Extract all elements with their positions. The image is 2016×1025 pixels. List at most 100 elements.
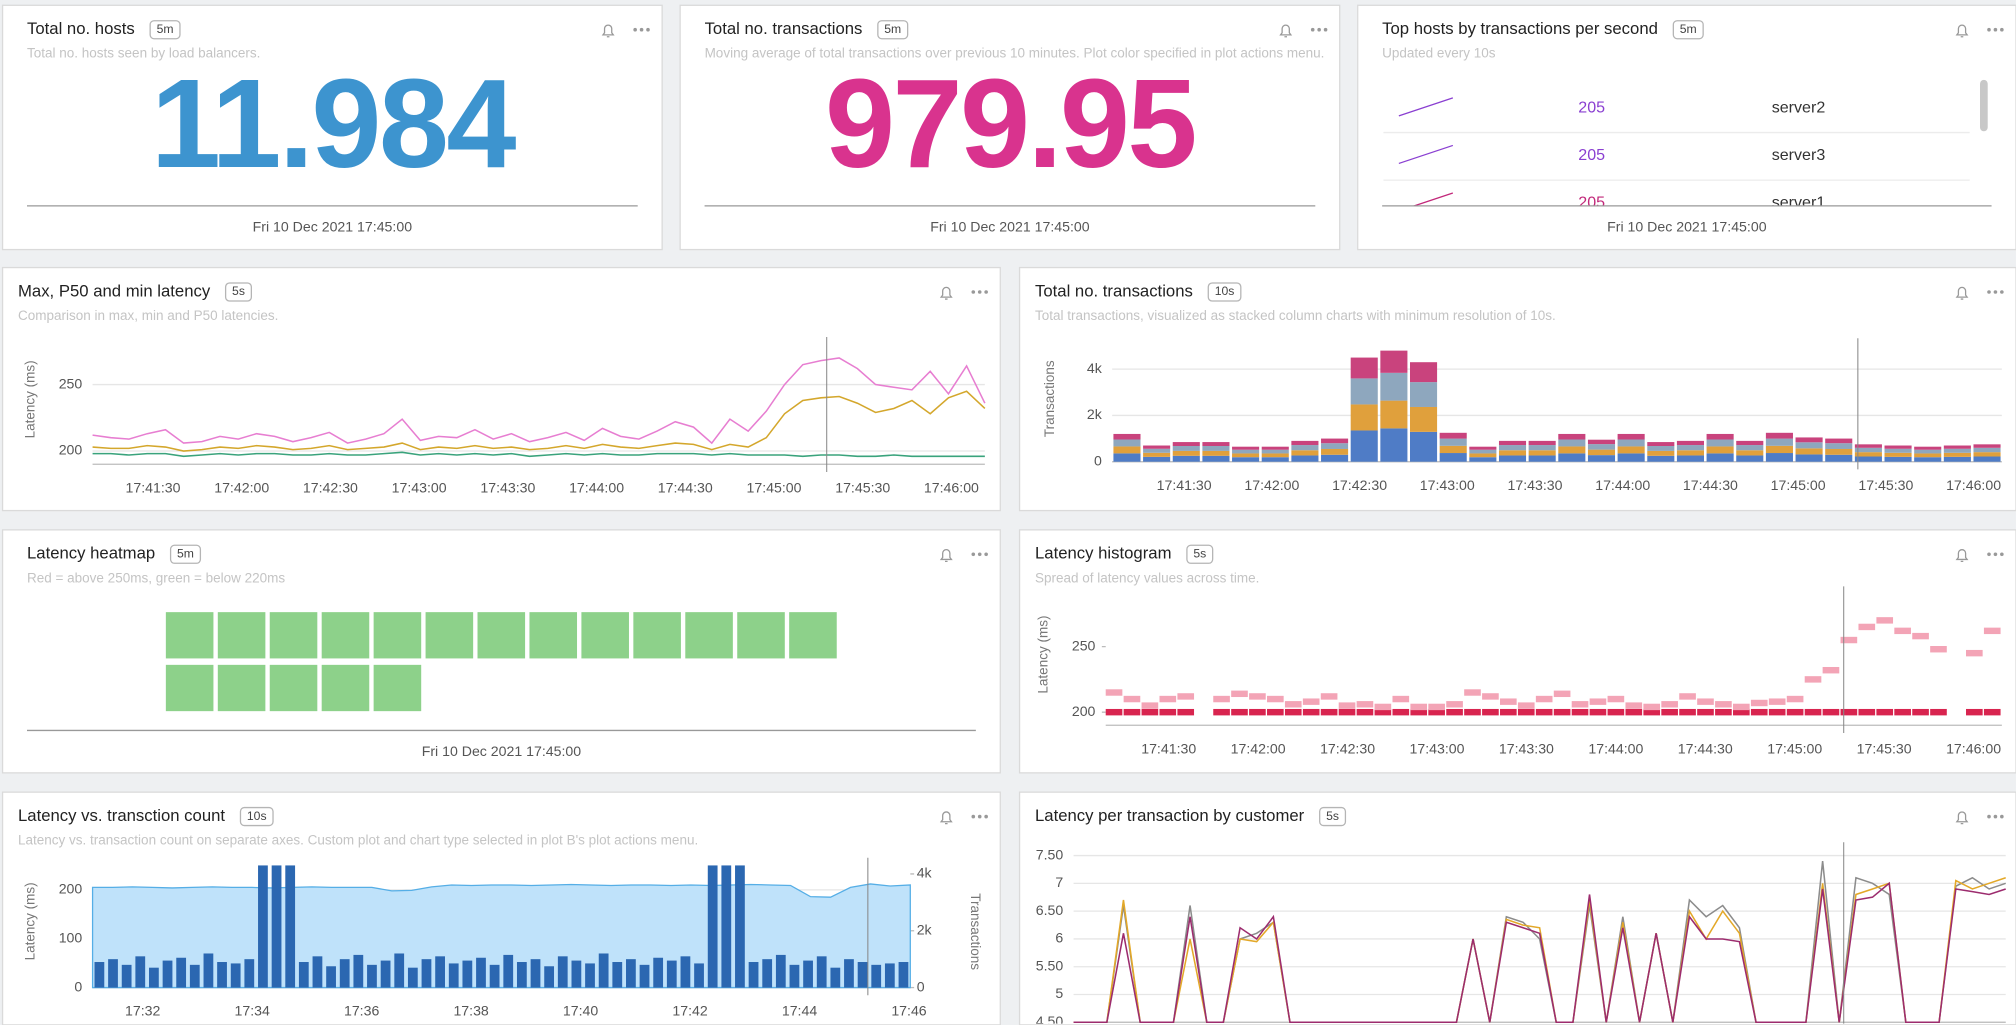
heat-cell bbox=[1320, 708, 1338, 716]
heat-cell bbox=[477, 612, 526, 659]
heat-cell bbox=[1553, 708, 1571, 716]
bar bbox=[612, 962, 623, 988]
menu-dot[interactable] bbox=[984, 290, 988, 294]
menu-dot[interactable] bbox=[2000, 290, 2004, 294]
bar-segment bbox=[1172, 450, 1200, 456]
bar bbox=[516, 962, 527, 988]
bar-segment bbox=[1676, 445, 1704, 451]
heat-cell bbox=[1553, 690, 1571, 698]
heat-cell bbox=[1535, 708, 1553, 716]
alert-icon[interactable] bbox=[1955, 811, 1969, 825]
bar-segment bbox=[1232, 457, 1260, 462]
menu-dot[interactable] bbox=[1987, 552, 1991, 557]
bar-segment bbox=[1232, 446, 1260, 450]
menu-dot[interactable] bbox=[1993, 814, 1998, 819]
bar-segment bbox=[1943, 456, 1971, 462]
menu-dot[interactable] bbox=[1993, 290, 1998, 294]
scrollbar[interactable] bbox=[1980, 79, 1988, 132]
heat-cell bbox=[1231, 690, 1248, 698]
alert-icon[interactable] bbox=[939, 549, 953, 562]
bar-segment bbox=[1854, 456, 1882, 462]
x-tick-label: 17:44:30 bbox=[658, 479, 713, 495]
menu-dot[interactable] bbox=[977, 552, 982, 557]
heat-cell bbox=[1123, 708, 1141, 716]
menu-dot[interactable] bbox=[977, 814, 982, 819]
heat-cell bbox=[1374, 708, 1392, 716]
menu-dot[interactable] bbox=[1323, 27, 1328, 32]
bar bbox=[489, 964, 500, 988]
heat-cell bbox=[1786, 695, 1804, 703]
heat-cell bbox=[1930, 708, 1947, 716]
menu-dot[interactable] bbox=[984, 814, 988, 819]
panel-title: Max, P50 and min latency bbox=[18, 281, 211, 300]
heat-cell bbox=[1213, 695, 1230, 703]
bar bbox=[353, 954, 364, 988]
bar-segment bbox=[1647, 450, 1675, 456]
y-tick-label: 200 bbox=[59, 881, 83, 897]
menu-dot[interactable] bbox=[977, 290, 982, 294]
menu-dot[interactable] bbox=[1987, 290, 1991, 294]
heat-cell bbox=[789, 612, 837, 659]
bar-segment bbox=[1439, 445, 1467, 454]
sparkline bbox=[1398, 144, 1454, 165]
alert-icon[interactable] bbox=[1279, 24, 1293, 38]
menu-dot[interactable] bbox=[1310, 27, 1315, 32]
bar-segment bbox=[1943, 452, 1971, 457]
menu-dot[interactable] bbox=[1987, 27, 1991, 32]
badge-label: 5s bbox=[1193, 547, 1206, 561]
bar-segment bbox=[1736, 450, 1764, 456]
menu-dot[interactable] bbox=[2000, 552, 2004, 557]
menu-dot[interactable] bbox=[1317, 27, 1321, 32]
panel-content: Total no. transactions 10s Total transacti… bbox=[1035, 281, 2004, 493]
menu-dot[interactable] bbox=[633, 27, 637, 32]
heat-cell bbox=[1840, 636, 1858, 644]
menu-dot[interactable] bbox=[2000, 814, 2004, 819]
bar bbox=[762, 959, 773, 988]
alert-icon[interactable] bbox=[939, 811, 953, 825]
bar-segment bbox=[1469, 457, 1497, 462]
menu-dot[interactable] bbox=[646, 27, 650, 32]
alert-icon[interactable] bbox=[1955, 286, 1969, 300]
menu-dot[interactable] bbox=[971, 552, 976, 557]
menu-dot[interactable] bbox=[1987, 814, 1991, 819]
bar-segment bbox=[1261, 453, 1289, 458]
heat-cell bbox=[1410, 703, 1428, 711]
bar-segment bbox=[1291, 455, 1319, 462]
bar-segment bbox=[1469, 446, 1497, 450]
heat-cell bbox=[1571, 708, 1589, 716]
alert-icon[interactable] bbox=[1955, 24, 1969, 38]
bar-segment bbox=[1647, 446, 1675, 451]
bar bbox=[653, 957, 664, 988]
alert-icon[interactable] bbox=[939, 286, 953, 300]
alert-icon[interactable] bbox=[601, 24, 615, 38]
heat-cell bbox=[1517, 702, 1535, 709]
heat-cell bbox=[1715, 708, 1732, 716]
menu-dot[interactable] bbox=[639, 27, 644, 32]
alert-icon[interactable] bbox=[1955, 549, 1969, 562]
heat-cell bbox=[1105, 689, 1123, 696]
bar-segment bbox=[1172, 455, 1200, 462]
menu-dot[interactable] bbox=[1993, 27, 1998, 32]
menu-dot[interactable] bbox=[1993, 552, 1998, 557]
x-tick-label: 17:41:30 bbox=[1141, 740, 1196, 756]
panel bbox=[679, 4, 1341, 251]
bar bbox=[298, 962, 309, 988]
bar-segment bbox=[1884, 448, 1912, 453]
panel-subtitle: Spread of latency values across time. bbox=[1035, 570, 1259, 585]
panel-subtitle: Moving average of total transactions ove… bbox=[705, 46, 1325, 61]
menu-dot[interactable] bbox=[984, 552, 988, 557]
panel bbox=[1, 4, 663, 251]
y-tick-label: 5.50 bbox=[1036, 957, 1064, 973]
heat-cell bbox=[1410, 708, 1428, 716]
menu-dot[interactable] bbox=[971, 814, 976, 819]
heat-cell bbox=[1302, 708, 1320, 716]
menu-dot[interactable] bbox=[971, 290, 976, 294]
bar-segment bbox=[1350, 430, 1378, 462]
bar bbox=[871, 964, 882, 988]
heat-cell bbox=[1679, 693, 1696, 700]
menu-dot[interactable] bbox=[2000, 27, 2004, 32]
bar bbox=[775, 954, 786, 988]
bar-segment bbox=[1943, 448, 1971, 453]
heat-cell bbox=[1213, 708, 1230, 716]
